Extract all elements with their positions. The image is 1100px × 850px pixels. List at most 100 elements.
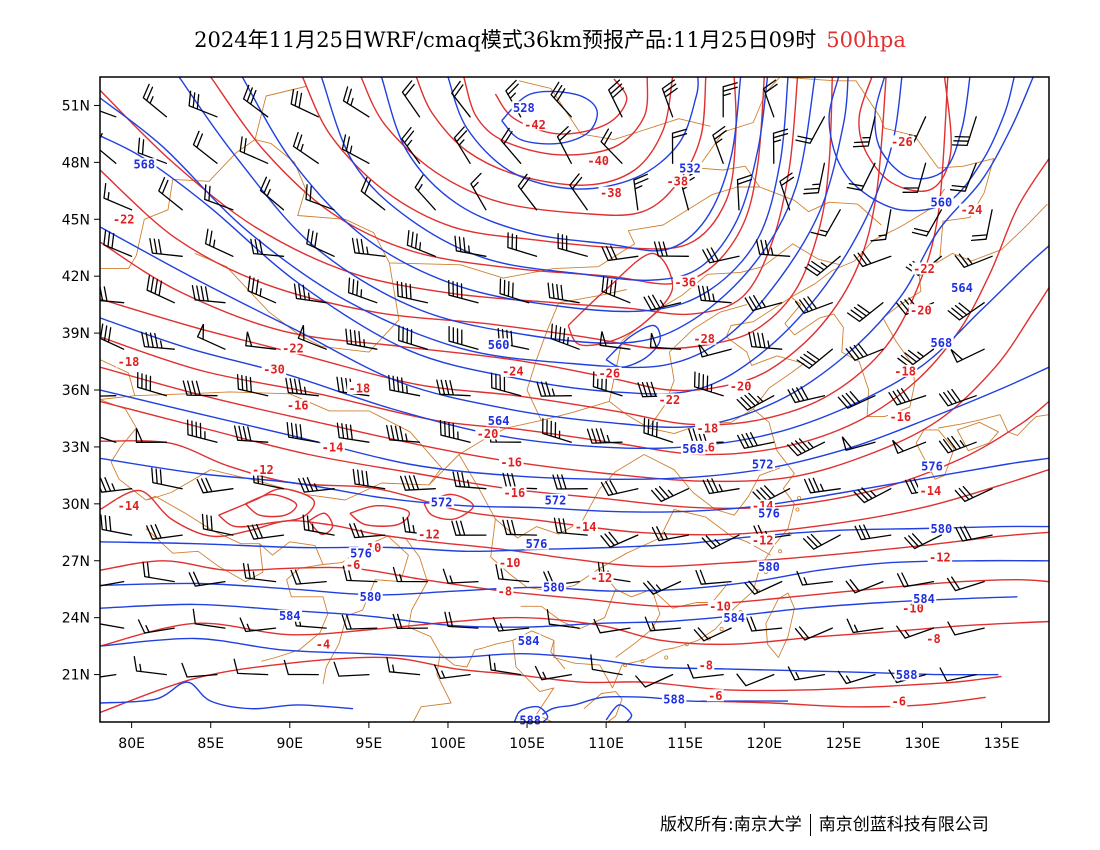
wind-barb	[100, 514, 133, 536]
wind-barb	[794, 626, 833, 641]
temperature-label: -16	[889, 410, 911, 424]
wind-barb	[837, 391, 876, 409]
island-dot	[664, 655, 669, 660]
wind-barb	[448, 279, 479, 304]
temperature-label: -16	[504, 486, 526, 500]
height-label-bg	[677, 162, 703, 174]
temperature-label-bg	[695, 421, 720, 434]
wind-barb	[351, 237, 386, 257]
wind-barb	[100, 323, 125, 350]
temperature-label: -8	[926, 632, 940, 646]
temperature-label: -10	[499, 556, 521, 570]
height-label-bg	[929, 196, 954, 209]
temperature-label: -18	[349, 382, 371, 396]
axis-tick-layer: 51N 48N 45N 42N 39N 36N 33N 30N 27N 24N 21N 80E 85E 9…	[62, 98, 1020, 752]
wind-barb	[904, 533, 943, 550]
temperature-isotherm	[100, 77, 887, 392]
temperature-label-bg	[657, 393, 682, 406]
wind-barb	[517, 173, 538, 211]
temperature-label: -22	[913, 262, 935, 276]
wind-barb	[643, 580, 682, 595]
wind-barb	[796, 348, 833, 369]
border-line	[100, 399, 575, 668]
wind-barb	[306, 228, 335, 257]
temperature-label-bg	[706, 689, 724, 702]
temperature-isotherm	[100, 560, 1049, 608]
wind-barb	[950, 348, 985, 363]
wind-barb	[236, 373, 269, 397]
lon-tick-label: 85E	[197, 736, 224, 752]
temperature-label-bg	[416, 528, 442, 541]
temperature-label-bg	[497, 556, 522, 569]
wind-barb	[810, 209, 841, 237]
height-label: 588	[663, 693, 685, 707]
temperature-isotherm	[700, 696, 986, 708]
wind-barb	[433, 664, 471, 680]
wind-barb	[345, 328, 378, 350]
wind-barb	[697, 285, 732, 304]
wind-barb	[702, 247, 740, 264]
wind-barb	[794, 296, 833, 314]
wind-barb	[196, 477, 234, 494]
wind-barb	[601, 245, 639, 262]
wind-barb	[897, 348, 935, 368]
wind-barb	[297, 324, 327, 350]
height-isoline	[100, 366, 1049, 480]
temperature-isotherm	[494, 78, 628, 135]
border-line	[833, 264, 934, 418]
wind-barb	[454, 235, 487, 257]
wind-barb	[939, 667, 977, 682]
temperature-label: -42	[524, 118, 546, 132]
temperature-label-bg	[697, 659, 715, 671]
wind-barb	[242, 562, 277, 583]
wind-barb	[239, 136, 269, 164]
border-line	[100, 77, 781, 279]
height-isoline	[828, 77, 1015, 212]
wind-barb	[796, 570, 833, 586]
wind-barb	[283, 659, 319, 676]
wind-barb	[592, 371, 623, 397]
wind-barb	[661, 79, 678, 118]
height-label: 560	[931, 196, 953, 210]
border-line	[550, 640, 566, 670]
wind-barb	[722, 82, 738, 118]
wind-barb	[779, 172, 795, 211]
wind-barb	[452, 471, 487, 490]
lon-tick-label: 90E	[276, 736, 303, 752]
height-label: 584	[723, 611, 745, 625]
height-label-bg	[277, 609, 303, 622]
wind-barb	[590, 654, 623, 676]
wind-barb	[593, 618, 631, 634]
wind-barb	[954, 485, 993, 503]
wind-barb	[787, 666, 826, 681]
wind-barb	[305, 184, 335, 211]
height-label: 580	[931, 522, 953, 536]
wind-barb	[135, 428, 168, 443]
height-label-bg	[429, 495, 454, 508]
height-label: 572	[431, 495, 453, 509]
wind-barb	[497, 327, 530, 350]
wind-barb	[845, 579, 884, 594]
temperature-label-bg	[918, 484, 943, 497]
border-line	[759, 186, 882, 226]
temperature-isotherm	[308, 512, 334, 535]
temperature-label-bg	[475, 427, 500, 440]
temperature-label: -22	[659, 393, 681, 407]
wind-barb	[192, 130, 218, 164]
wind-barb	[285, 377, 319, 397]
height-label-bg	[722, 611, 747, 624]
temperature-label: -8	[699, 659, 713, 673]
lon-tick-label: 120E	[747, 736, 783, 752]
height-label-bg	[750, 457, 775, 470]
wind-barb	[949, 162, 977, 192]
wind-barb	[401, 126, 421, 164]
wind-barb	[500, 127, 522, 164]
wind-barb	[702, 478, 740, 495]
wind-barb	[451, 520, 487, 536]
border-line	[933, 203, 1048, 266]
wind-barb	[736, 673, 775, 687]
wind-barb	[536, 381, 572, 397]
height-label: 564	[488, 414, 510, 428]
temperature-label-bg	[888, 410, 913, 423]
height-label-bg	[756, 507, 782, 520]
